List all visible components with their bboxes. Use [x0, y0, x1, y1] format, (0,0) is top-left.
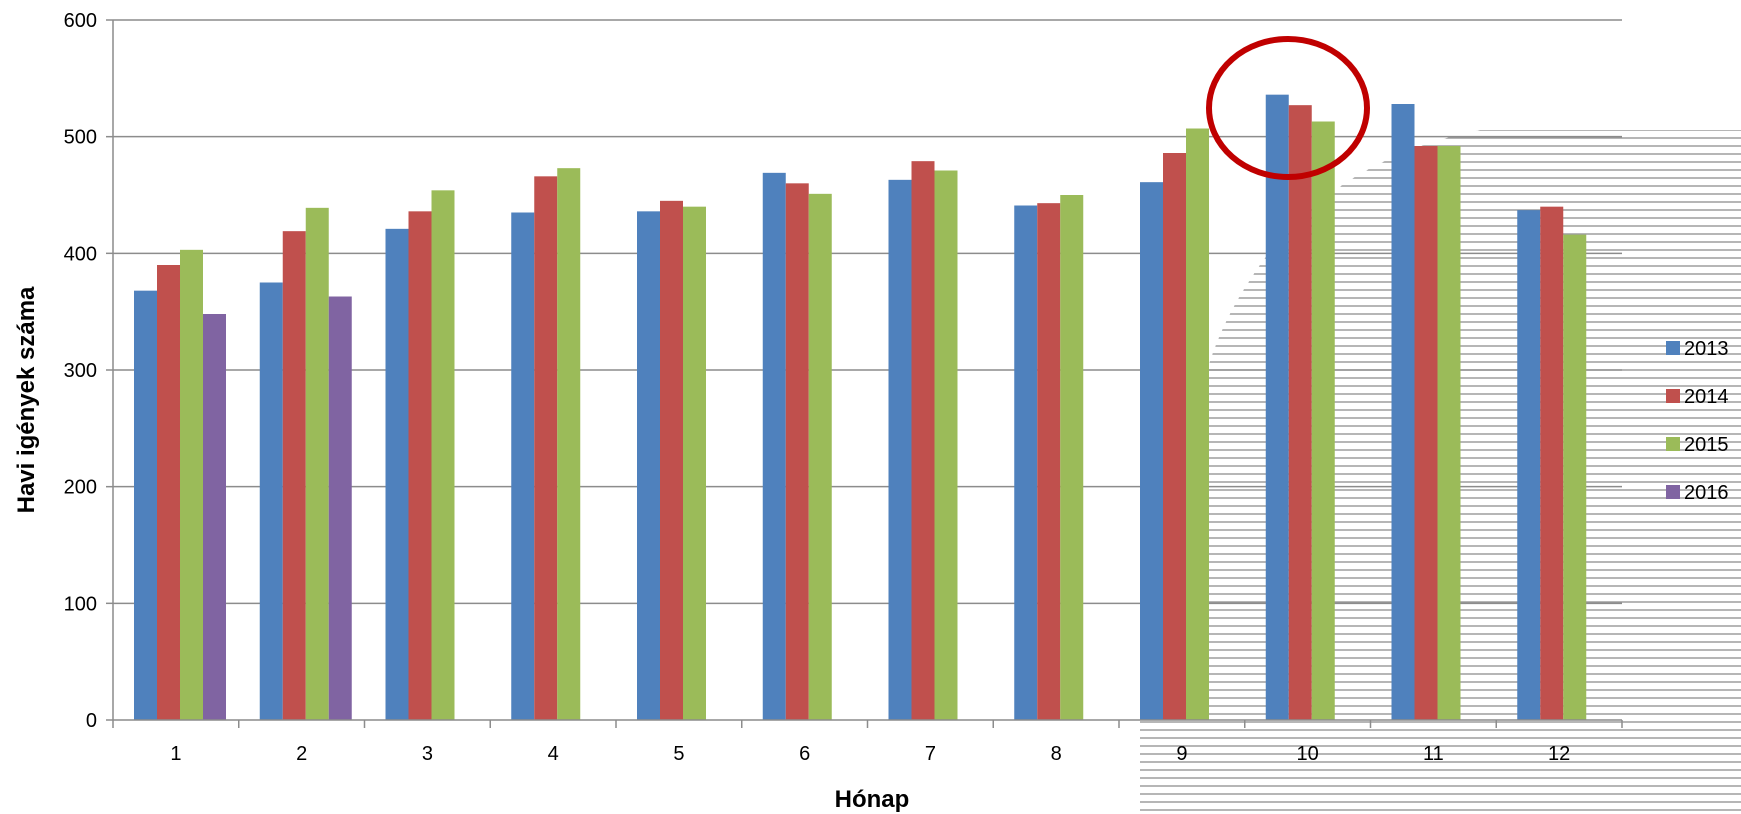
legend-swatch-2013	[1666, 341, 1680, 355]
bar-2015-2	[305, 207, 329, 721]
gridlines	[106, 19, 1622, 721]
x-tick-label: 3	[422, 743, 433, 765]
axes	[112, 20, 1623, 728]
bar-2013-4	[511, 212, 535, 720]
bar-2015-8	[1060, 195, 1084, 720]
highlight-circle	[1206, 36, 1370, 180]
y-tick-label: 0	[86, 710, 97, 732]
bar-2013-12	[1517, 210, 1541, 720]
x-tick-label: 11	[1423, 743, 1444, 765]
legend: 2013 2014 2015 2016	[1666, 338, 1729, 504]
x-tick-label: 9	[1176, 743, 1187, 765]
bar-2014-8	[1037, 203, 1061, 720]
bar-2013-2	[259, 282, 283, 720]
bar-2014-5	[660, 200, 683, 721]
bar-2014-2	[282, 231, 306, 720]
bar-2015-12	[1563, 234, 1587, 720]
y-tick-label: 300	[64, 360, 97, 382]
bar-2014-6	[785, 183, 809, 721]
legend-swatch-2014	[1666, 389, 1680, 403]
x-tick-label: 2	[296, 743, 307, 765]
bar-2013-1	[134, 290, 157, 720]
bar-2014-3	[408, 211, 432, 721]
x-tick-label: 12	[1548, 743, 1570, 765]
x-axis-title: Hónap	[835, 786, 910, 813]
bar-2015-4	[557, 168, 581, 720]
bar-2015-6	[808, 193, 832, 721]
bar-2015-5	[683, 206, 706, 720]
legend-label-2013: 2013	[1684, 338, 1729, 360]
y-tick-label: 400	[64, 243, 97, 265]
x-tick-label: 5	[673, 743, 684, 765]
bar-2015-10	[1311, 121, 1335, 720]
x-tick-label: 10	[1297, 743, 1319, 765]
bar-2014-10	[1288, 105, 1312, 720]
bar-2013-6	[762, 172, 786, 721]
y-axis-title: Havi igények száma	[13, 286, 40, 513]
x-tick-label: 4	[548, 743, 559, 765]
x-tick-label: 8	[1051, 743, 1062, 765]
bar-2014-11	[1414, 146, 1438, 720]
bar-2015-7	[934, 170, 958, 720]
bar-2015-1	[180, 249, 203, 721]
bar-2013-9	[1140, 182, 1163, 720]
bar-2014-4	[534, 176, 558, 721]
bar-2014-12	[1540, 206, 1564, 720]
legend-label-2016: 2016	[1684, 482, 1729, 504]
bar-2014-1	[157, 265, 180, 720]
y-tick-label: 600	[64, 10, 97, 32]
bar-2016-2	[328, 296, 352, 720]
bar-2013-7	[888, 179, 912, 721]
bar-2015-3	[431, 190, 455, 721]
legend-label-2014: 2014	[1684, 386, 1729, 408]
bar-2013-11	[1391, 104, 1415, 720]
x-tick-label: 7	[925, 743, 936, 765]
bars	[134, 94, 1587, 721]
legend-label-2015: 2015	[1684, 434, 1729, 456]
legend-swatch-2016	[1666, 485, 1680, 499]
bar-2016-1	[203, 314, 226, 720]
y-tick-label: 200	[64, 477, 97, 499]
bar-2014-9	[1163, 153, 1186, 720]
bar-2014-7	[911, 161, 935, 720]
bar-2015-9	[1186, 128, 1209, 720]
bar-2013-5	[637, 211, 660, 721]
legend-swatch-2015	[1666, 437, 1680, 451]
bar-2013-8	[1014, 205, 1038, 720]
bar-2013-3	[385, 228, 409, 721]
x-tick-label: 1	[170, 743, 181, 765]
bar-2015-11	[1437, 146, 1461, 720]
y-tick-label: 100	[64, 593, 97, 615]
x-tick-label: 6	[799, 743, 810, 765]
y-tick-label: 500	[64, 127, 97, 149]
bar-2013-10	[1265, 94, 1289, 720]
